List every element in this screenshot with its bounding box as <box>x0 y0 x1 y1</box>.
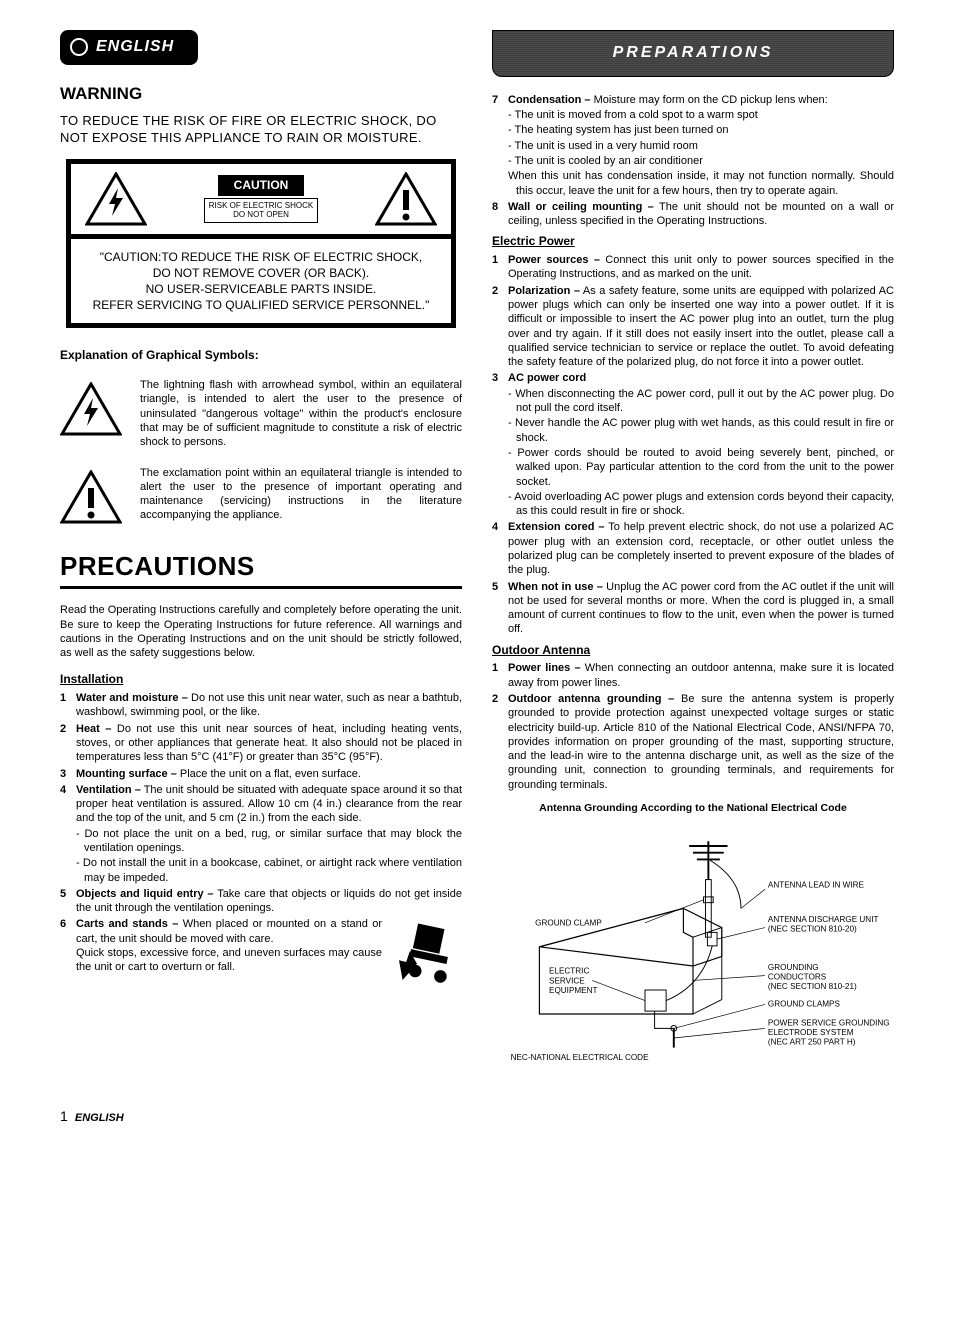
precautions-heading: PRECAUTIONS <box>60 550 462 589</box>
list-item: 2 Heat – Do not use this unit near sourc… <box>60 722 462 765</box>
warning-heading: WARNING <box>60 83 462 105</box>
label-nec: NEC-NATIONAL ELECTRICAL CODE <box>511 1053 649 1062</box>
sub-item: - The heating system has just been turne… <box>508 123 894 137</box>
lightning-icon <box>85 172 147 226</box>
precautions-intro: Read the Operating Instructions carefull… <box>60 603 462 660</box>
list-item: 3 Mounting surface – Place the unit on a… <box>60 767 462 781</box>
installation-heading: Installation <box>60 672 462 688</box>
left-column: ENGLISH WARNING TO REDUCE THE RISK OF FI… <box>60 30 462 1067</box>
outdoor-list: 1 Power lines – When connecting an outdo… <box>492 661 894 792</box>
list-item: 4 Extension cored – To help prevent elec… <box>492 520 894 577</box>
label-electric-service: ELECTRICSERVICEEQUIPMENT <box>549 966 598 994</box>
sub-item: - When disconnecting the AC power cord, … <box>508 387 894 416</box>
preparations-ribbon: PREPARATIONS <box>492 30 894 77</box>
installation-list: 1 Water and moisture – Do not use this u… <box>60 691 462 989</box>
electric-heading: Electric Power <box>492 234 894 250</box>
exclamation-icon <box>60 470 122 524</box>
list-item: 1 Water and moisture – Do not use this u… <box>60 691 462 720</box>
sub-item: - The unit is cooled by an air condition… <box>508 154 894 168</box>
exclamation-icon <box>375 172 437 226</box>
symbol-row-lightning: The lightning flash with arrowhead symbo… <box>60 378 462 449</box>
list-item: 5 When not in use – Unplug the AC power … <box>492 580 894 637</box>
caution-top-row: CAUTION RISK OF ELECTRIC SHOCK DO NOT OP… <box>71 164 451 239</box>
caution-label: CAUTION <box>218 175 305 197</box>
warning-text: TO REDUCE THE RISK OF FIRE OR ELECTRIC S… <box>60 113 462 147</box>
label-power-service: POWER SERVICE GROUNDINGELECTRODE SYSTEM(… <box>768 1018 890 1046</box>
antenna-grounding-figure: ANTENNA LEAD IN WIRE ANTENNA DISCHARGE U… <box>492 822 894 1062</box>
sub-item: - Avoid overloading AC power plugs and e… <box>508 490 894 519</box>
sub-item: When this unit has condensation inside, … <box>508 169 894 198</box>
list-item: 2 Outdoor antenna grounding – Be sure th… <box>492 692 894 792</box>
caution-box: CAUTION RISK OF ELECTRIC SHOCK DO NOT OP… <box>66 159 456 329</box>
list-item: 2 Polarization – As a safety feature, so… <box>492 284 894 370</box>
list-item: 8 Wall or ceiling mounting – The unit sh… <box>492 200 894 229</box>
sub-item: - The unit is used in a very humid room <box>508 139 894 153</box>
label-grounding-cond: GROUNDINGCONDUCTORS(NEC SECTION 810-21) <box>768 963 857 991</box>
label-lead-wire: ANTENNA LEAD IN WIRE <box>768 880 865 889</box>
caution-mid: CAUTION RISK OF ELECTRIC SHOCK DO NOT OP… <box>161 164 361 234</box>
exclaim-triangle-cell <box>361 164 451 234</box>
list-item: 5 Objects and liquid entry – Take care t… <box>60 887 462 916</box>
right-column: PREPARATIONS 7 Condensation – Moisture m… <box>492 30 894 1067</box>
symbol-exclaim-text: The exclamation point within an equilate… <box>140 466 462 523</box>
page: ENGLISH WARNING TO REDUCE THE RISK OF FI… <box>60 30 894 1067</box>
electric-list: 1 Power sources – Connect this unit only… <box>492 253 894 637</box>
sub-item: - Never handle the AC power plug with we… <box>508 416 894 445</box>
list-item: 4 Ventilation – The unit should be situa… <box>60 783 462 885</box>
caution-sub: RISK OF ELECTRIC SHOCK DO NOT OPEN <box>204 198 318 222</box>
label-discharge: ANTENNA DISCHARGE UNIT(NEC SECTION 810-2… <box>768 915 879 934</box>
outdoor-heading: Outdoor Antenna <box>492 643 894 659</box>
page-number: 1 <box>60 1108 68 1124</box>
list-item: 1 Power sources – Connect this unit only… <box>492 253 894 282</box>
preparations-label: PREPARATIONS <box>613 44 774 61</box>
symbol-lightning-text: The lightning flash with arrowhead symbo… <box>140 378 462 449</box>
sub-item: - The unit is moved from a cold spot to … <box>508 108 894 122</box>
list-item: 1 Power lines – When connecting an outdo… <box>492 661 894 690</box>
footer-language: ENGLISH <box>75 1112 124 1124</box>
sub-item: - Do not place the unit on a bed, rug, o… <box>76 827 462 856</box>
lightning-icon <box>60 382 122 436</box>
footer: 1 ENGLISH <box>60 1107 894 1125</box>
list-item: 6 Carts and stands – When placed or moun… <box>60 917 462 989</box>
label-ground-clamp: GROUND CLAMP <box>535 918 602 927</box>
symbols-title: Explanation of Graphical Symbols: <box>60 348 462 364</box>
sub-item: - Do not install the unit in a bookcase,… <box>76 856 462 885</box>
cart-tip-icon <box>390 917 462 989</box>
symbol-row-exclaim: The exclamation point within an equilate… <box>60 466 462 529</box>
sub-item: - Power cords should be routed to avoid … <box>508 446 894 489</box>
caution-body: "CAUTION:TO REDUCE THE RISK OF ELECTRIC … <box>71 239 451 324</box>
language-badge: ENGLISH <box>60 30 198 65</box>
lightning-triangle-cell <box>71 164 161 234</box>
list-item: 3 AC power cord- When disconnecting the … <box>492 371 894 518</box>
language-label: ENGLISH <box>96 38 174 55</box>
list-item: 7 Condensation – Moisture may form on th… <box>492 93 894 198</box>
label-ground-clamps: GROUND CLAMPS <box>768 999 841 1008</box>
preparations-top-list: 7 Condensation – Moisture may form on th… <box>492 93 894 229</box>
antenna-figure-title: Antenna Grounding According to the Natio… <box>492 802 894 816</box>
